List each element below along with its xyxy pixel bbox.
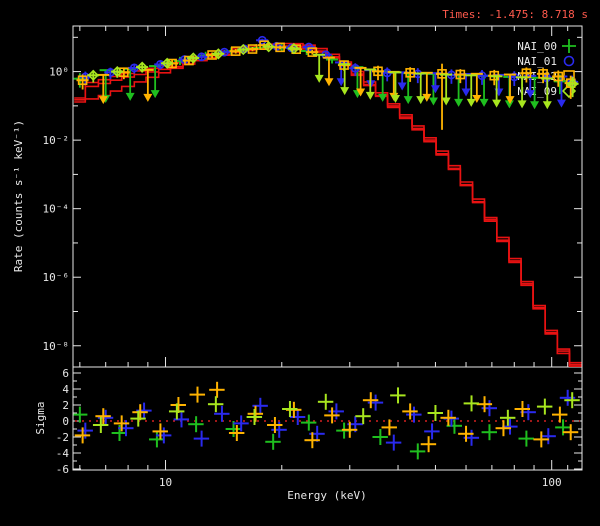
- upper-limit-arrowhead: [98, 96, 108, 105]
- upper-limit-arrowhead: [542, 101, 552, 110]
- x-tick-label: 100: [542, 476, 562, 489]
- sigma-tick-label: 4: [62, 383, 69, 396]
- upper-limit-arrowhead: [403, 96, 413, 105]
- circle-marker: [257, 35, 267, 45]
- legend-label-nai01: NAI_01: [517, 55, 557, 68]
- circle-icon: [563, 55, 575, 67]
- time-interval-title: Times: -1.475: 8.718 s: [442, 8, 588, 21]
- square-marker: [553, 71, 564, 82]
- upper-limit-arrowhead: [525, 90, 535, 99]
- upper-limit-arrowhead: [472, 94, 482, 103]
- square-marker: [373, 66, 383, 77]
- upper-limit-arrowhead: [336, 78, 346, 87]
- sigma-residuals-layer: [73, 381, 580, 460]
- sigma-tick-label: -2: [56, 431, 69, 444]
- y-tick-label: 10⁻⁸: [43, 340, 70, 353]
- sigma-tick-label: 6: [62, 367, 69, 380]
- y-tick-label: 10⁻⁶: [43, 271, 70, 284]
- square-marker: [275, 42, 285, 53]
- plus-icon: [562, 39, 576, 53]
- diamond-marker: [263, 41, 275, 53]
- upper-limit-arrowhead: [461, 88, 471, 97]
- upper-limit-arrowhead: [365, 91, 375, 100]
- text-layer: Times: -1.475: 8.718 s Rate (counts s⁻¹ …: [12, 8, 588, 502]
- model-curves-layer: [74, 42, 582, 367]
- square-marker: [455, 69, 466, 80]
- upper-limit-arrowhead: [530, 101, 540, 110]
- square-marker: [77, 75, 88, 86]
- legend-label-nai00: NAI_00: [517, 40, 557, 53]
- upper-limit-arrowhead: [441, 97, 451, 106]
- upper-limit-arrowhead: [356, 88, 366, 97]
- square-marker: [405, 68, 415, 78]
- upper-limit-arrowhead: [556, 99, 566, 108]
- diamond-marker: [136, 61, 148, 73]
- upper-limit-arrowhead: [479, 98, 489, 107]
- upper-limit-arrowhead: [390, 94, 400, 103]
- diamond-marker: [187, 52, 199, 64]
- upper-limit-arrowhead: [428, 97, 438, 106]
- upper-limit-arrowhead: [397, 82, 407, 91]
- upper-limit-arrowhead: [422, 93, 432, 102]
- circle-marker: [477, 71, 487, 81]
- axes-layer: 10 100 10⁰ 10⁻² 10⁻⁴ 10⁻⁶ 10⁻⁸ 6 4 2 0 -2 -4 -6: [43, 25, 583, 489]
- y-tick-label: 10⁻²: [43, 134, 70, 147]
- plus-marker: [555, 77, 564, 86]
- upper-limit-arrowhead: [314, 74, 324, 83]
- model-curve: [74, 42, 582, 364]
- upper-limit-arrowhead: [454, 98, 464, 107]
- upper-limit-arrowhead: [416, 96, 426, 105]
- diamond-marker: [567, 78, 579, 90]
- diamond-marker: [237, 43, 249, 56]
- sigma-tick-label: 0: [62, 415, 69, 428]
- diamond-marker: [87, 69, 99, 81]
- square-marker: [307, 47, 318, 57]
- y-tick-label: 10⁰: [49, 66, 69, 79]
- diamond-marker: [111, 65, 123, 78]
- y-axis-label-sigma: Sigma: [34, 401, 47, 434]
- sigma-series-NAI_02: [74, 381, 579, 453]
- x-tick-label: 10: [159, 476, 172, 489]
- x-axis-label-energy: Energy (keV): [287, 489, 366, 502]
- plus-marker: [175, 56, 184, 65]
- y-tick-label: 10⁻⁴: [43, 203, 70, 216]
- upper-limit-arrowhead: [504, 100, 514, 109]
- diamond-marker: [212, 48, 224, 60]
- legend-label-nai09: NAI_09: [517, 85, 557, 98]
- upper-limit-arrowhead: [430, 85, 440, 94]
- series-NAI_09: [87, 41, 579, 110]
- sigma-tick-label: 2: [62, 399, 69, 412]
- sigma-panel-frame: [72, 366, 583, 471]
- y-axis-label-rate: Rate (counts s⁻¹ keV⁻¹): [12, 120, 25, 272]
- sigma-tick-label: -4: [56, 447, 70, 460]
- upper-limit-arrowhead: [143, 93, 153, 102]
- upper-limit-arrowhead: [466, 98, 476, 107]
- model-curve: [74, 45, 582, 366]
- upper-limit-arrowhead: [492, 99, 502, 108]
- data-points-layer: [73, 35, 579, 130]
- upper-limit-arrowhead: [340, 87, 350, 96]
- upper-limit-arrowhead: [505, 96, 515, 105]
- upper-limit-arrowhead: [517, 100, 527, 109]
- circle-marker: [197, 52, 206, 62]
- upper-limit-arrowhead: [378, 93, 388, 102]
- diamond-marker: [288, 42, 300, 55]
- diamond-marker: [161, 57, 173, 69]
- upper-limit-arrowhead: [150, 90, 160, 99]
- upper-limit-arrowhead: [125, 92, 135, 101]
- upper-limit-arrowhead: [324, 78, 334, 87]
- sigma-series-NAI_09: [92, 387, 580, 433]
- sigma-tick-label: -6: [56, 463, 69, 476]
